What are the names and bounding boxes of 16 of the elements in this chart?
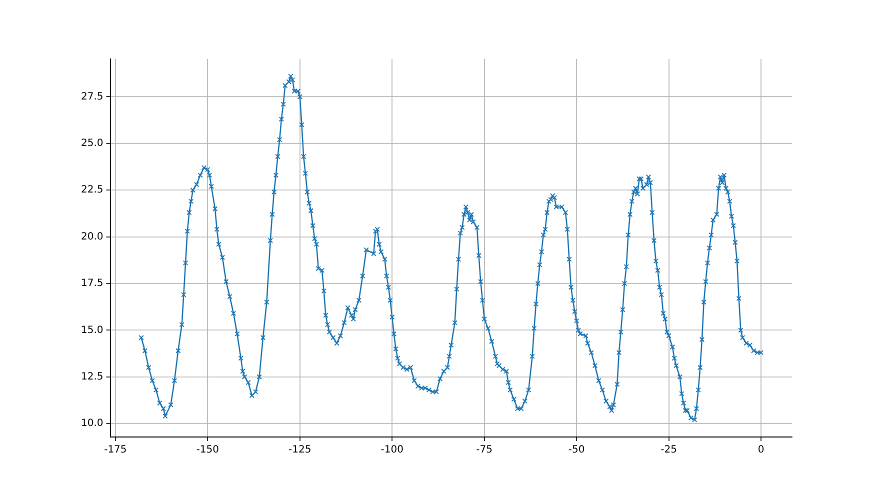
y-tick-label: 12.5: [81, 371, 104, 382]
x-tick-label: 0: [758, 444, 764, 456]
y-tick-label: 10.0: [81, 418, 104, 430]
x-tick-label: -125: [288, 444, 312, 456]
y-tick-label: 27.5: [81, 91, 104, 102]
x-tick-label: -175: [104, 444, 127, 456]
x-tick-label: -100: [380, 444, 404, 456]
x-tick-label: -75: [476, 444, 493, 456]
x-tick-label: -150: [196, 444, 220, 456]
y-tick-label: 22.5: [81, 184, 104, 196]
x-tick-label: -25: [660, 444, 677, 456]
y-tick-label: 15.0: [81, 324, 104, 336]
y-tick-label: 25.0: [81, 138, 104, 150]
x-tick-label: -50: [568, 444, 585, 456]
y-tick-label: 20.0: [81, 231, 104, 242]
y-tick-label: 17.5: [81, 278, 104, 290]
